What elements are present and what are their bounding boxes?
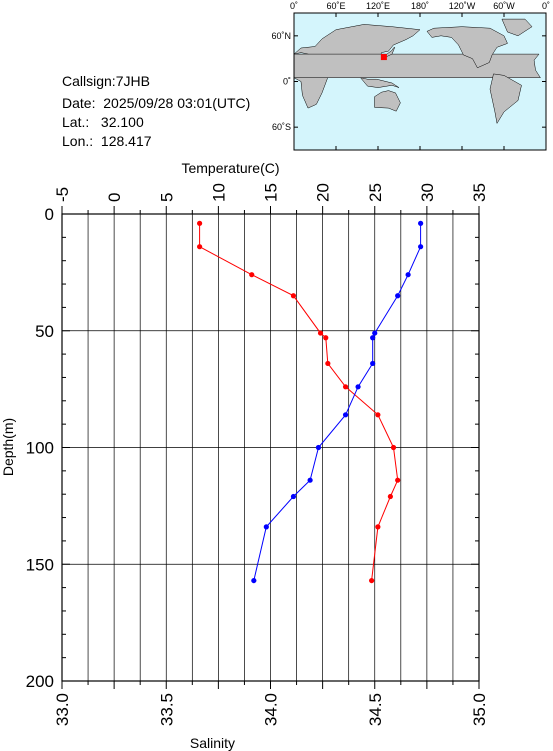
salinity-point: [395, 293, 401, 299]
map-landmass: [501, 18, 533, 37]
depth-tick-label: 100: [26, 439, 54, 458]
temperature-tick-label: 30: [418, 183, 437, 202]
temperature-point: [290, 293, 297, 299]
map-lat-label: 60˚N: [271, 31, 291, 41]
salinity-point: [342, 412, 349, 418]
map-lon-label: 60˚E: [326, 1, 345, 11]
temperature-axis-title: Temperature(C): [181, 160, 279, 176]
salinity-tick-label: 34.5: [366, 693, 385, 726]
date-label: Date: 2025/09/28 03:01(UTC): [62, 95, 251, 111]
salinity-tick-label: 33.5: [157, 693, 176, 726]
temperature-point: [317, 330, 324, 336]
temperature-point: [325, 360, 331, 367]
temperature-point: [197, 220, 203, 226]
latitude-label: Lat.: 32.100: [62, 114, 144, 130]
temperature-point: [342, 384, 349, 390]
salinity-line: [253, 223, 422, 581]
temperature-point: [375, 412, 381, 418]
temperature-point: [395, 477, 401, 483]
salinity-point: [307, 477, 313, 483]
map-landmass: [374, 90, 401, 112]
map-lon-label: 60˚W: [493, 1, 515, 11]
depth-axis-title: Depth(m): [0, 418, 16, 476]
salinity-point: [315, 444, 322, 451]
salinity-point: [370, 360, 376, 367]
temperature-tick-label: 35: [470, 183, 489, 202]
depth-tick-label: 50: [35, 322, 54, 341]
salinity-point: [355, 384, 361, 390]
salinity-point: [372, 330, 378, 336]
salinity-point: [263, 524, 269, 530]
temperature-point: [369, 577, 375, 584]
depth-tick-label: 150: [26, 555, 54, 574]
temperature-tick-label: 15: [262, 183, 281, 202]
salinity-tick-label: 35.0: [470, 693, 489, 726]
salinity-point: [370, 335, 376, 341]
callsign-label: Callsign:7JHB: [62, 73, 150, 89]
salinity-point: [405, 272, 411, 278]
salinity-tick-label: 33.0: [53, 693, 72, 726]
map-lon-label: 0˚: [290, 1, 298, 11]
map-landmass: [384, 46, 396, 57]
temperature-tick-label: 25: [366, 183, 385, 202]
world-map: 0˚ 60˚E 120˚E 180˚ 120˚W 60˚W 0˚ 60˚N 0˚ 60˚S: [271, 1, 550, 151]
map-lon-label: 180˚: [411, 1, 429, 11]
temperature-point: [197, 244, 203, 250]
temperature-point: [249, 272, 255, 278]
temperature-tick-label: 5: [157, 193, 176, 202]
salinity-tick-label: 34.0: [262, 693, 281, 726]
station-marker: [380, 54, 387, 61]
temperature-tick-label: -5: [53, 187, 72, 202]
map-lat-label: 0˚: [283, 77, 291, 87]
salinity-point: [418, 244, 424, 250]
longitude-label: Lon.: 128.417: [62, 133, 152, 149]
temperature-tick-label: 10: [209, 183, 228, 202]
map-landmass: [489, 73, 522, 125]
map-landmass: [426, 26, 508, 69]
temperature-point: [323, 335, 329, 341]
salinity-axis-title: Salinity: [190, 735, 235, 751]
depth-tick-label: 200: [26, 672, 54, 691]
salinity-point: [290, 493, 297, 500]
map-lat-label: 60˚S: [272, 122, 291, 132]
salinity-point: [418, 220, 424, 226]
map-lon-label: 120˚W: [449, 1, 476, 11]
temperature-tick-label: 0: [105, 193, 124, 202]
temperature-tick-label: 20: [314, 183, 333, 202]
map-lon-label: 120˚E: [366, 1, 390, 11]
temperature-point: [375, 524, 381, 530]
map-landmass: [359, 77, 400, 88]
salinity-point: [251, 577, 257, 584]
map-lon-label: 0˚: [542, 1, 550, 11]
temperature-line: [199, 223, 399, 581]
temperature-point: [390, 444, 397, 451]
temperature-point: [387, 493, 393, 500]
depth-tick-label: 0: [45, 205, 54, 224]
